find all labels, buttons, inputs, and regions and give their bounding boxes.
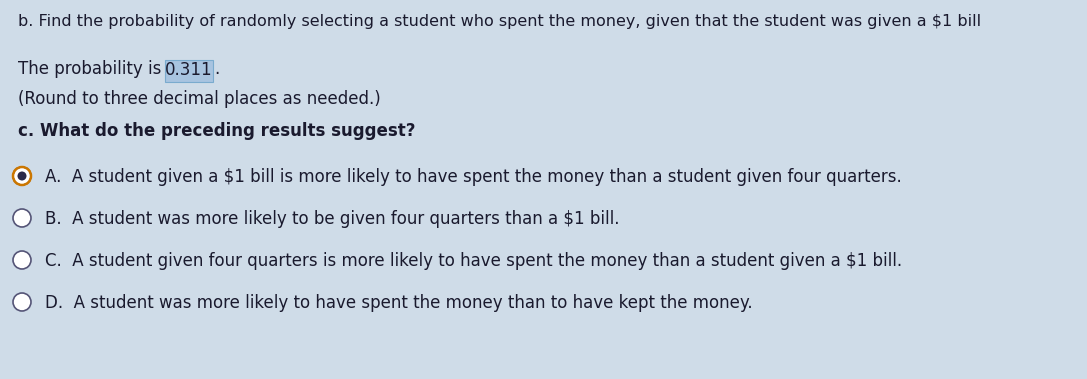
Text: (Round to three decimal places as needed.): (Round to three decimal places as needed… xyxy=(18,90,380,108)
Text: A.  A student given a $1 bill is more likely to have spent the money than a stud: A. A student given a $1 bill is more lik… xyxy=(45,168,902,186)
Text: b. Find the probability of randomly selecting a student who spent the money, giv: b. Find the probability of randomly sele… xyxy=(18,14,982,29)
Circle shape xyxy=(13,251,32,269)
Text: C.  A student given four quarters is more likely to have spent the money than a : C. A student given four quarters is more… xyxy=(45,252,902,270)
Text: The probability is: The probability is xyxy=(18,60,166,78)
Circle shape xyxy=(17,172,26,180)
Circle shape xyxy=(13,167,32,185)
Text: .: . xyxy=(214,60,220,78)
Circle shape xyxy=(13,293,32,311)
Text: B.  A student was more likely to be given four quarters than a $1 bill.: B. A student was more likely to be given… xyxy=(45,210,620,228)
Text: 0.311: 0.311 xyxy=(165,61,213,79)
Text: c. What do the preceding results suggest?: c. What do the preceding results suggest… xyxy=(18,122,415,140)
Circle shape xyxy=(13,209,32,227)
FancyBboxPatch shape xyxy=(165,60,213,82)
Text: D.  A student was more likely to have spent the money than to have kept the mone: D. A student was more likely to have spe… xyxy=(45,294,752,312)
